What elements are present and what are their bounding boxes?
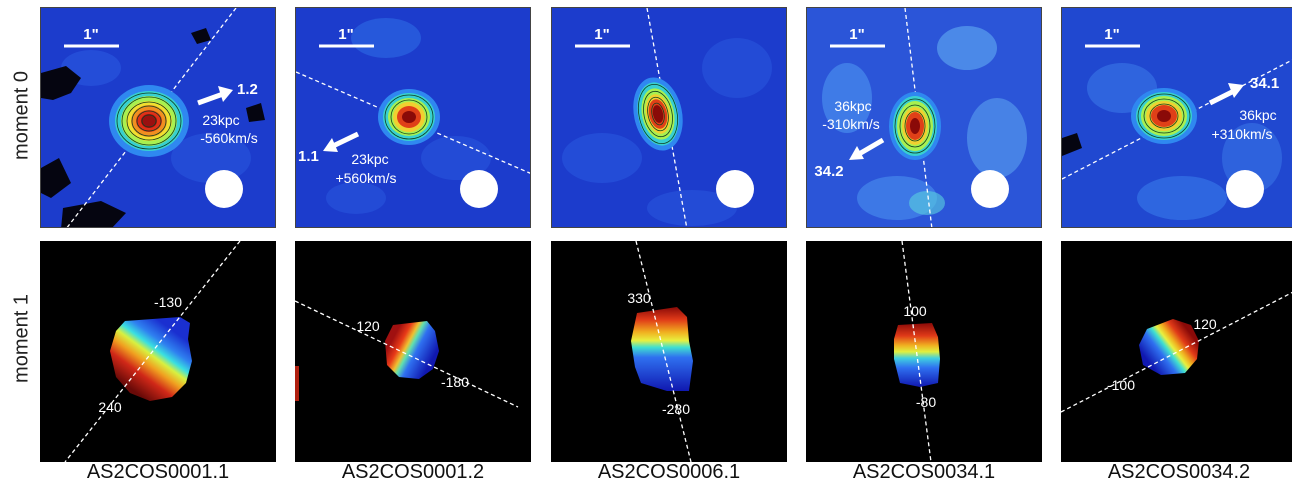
beam-ellipse: [716, 170, 754, 208]
source-emission: [1131, 88, 1197, 144]
velocity-label-min: -280: [662, 401, 690, 417]
source-emission: [109, 85, 189, 157]
moment0-map: 1" 1.2 23kpc -560km/s: [41, 8, 275, 227]
separation-label: 23kpc: [351, 151, 388, 167]
beam-ellipse: [205, 170, 243, 208]
beam-ellipse: [460, 170, 498, 208]
galaxy-name-label: AS2COS0001.2: [341, 461, 485, 483]
separation-label: 23kpc: [202, 112, 239, 128]
moment1-panel-g4: 120 -100: [1061, 241, 1292, 462]
moment0-panel-g0: 1" 1.2 23kpc -560km/s: [40, 7, 276, 228]
direction-arrow: [1208, 83, 1244, 106]
moment0-panel-g2: 1": [551, 7, 787, 228]
scale-bar: 1": [64, 26, 119, 48]
scale-bar: 1": [1085, 26, 1140, 48]
companion-id: 34.1: [1250, 75, 1279, 92]
velocity-label-max: 120: [1193, 316, 1217, 332]
moment0-map: 1" 36kpc -310km/s 34.2: [807, 8, 1041, 227]
beam-ellipse: [1226, 170, 1264, 208]
velocity-offset-label: +560km/s: [335, 170, 396, 186]
separation-label: 36kpc: [834, 98, 871, 114]
scale-bar: 1": [830, 26, 885, 48]
moment0-panel-g1: 1" 1.1 23kpc +560km/s: [295, 7, 531, 228]
moment1-panel-g1: 120 -180: [295, 241, 531, 462]
moment1-panel-g2: 330 -280: [551, 241, 787, 462]
moment1-map: 100 -80: [894, 241, 940, 462]
moment0-map: 1" 1.1 23kpc +560km/s: [296, 8, 530, 227]
companion-id: 1.2: [237, 81, 258, 98]
direction-arrow: [849, 137, 885, 160]
scale-bar-label: 1": [594, 26, 609, 43]
scale-bar: 1": [575, 26, 630, 48]
moment1-map: 330 -280: [627, 241, 693, 462]
row-label-moment1: moment 1: [10, 294, 33, 383]
scale-bar-label: 1": [83, 26, 98, 43]
velocity-label-max: 120: [356, 318, 380, 334]
velocity-offset-label: -310km/s: [822, 116, 880, 132]
beam-ellipse: [971, 170, 1009, 208]
galaxy-name-label: AS2COS0034.1: [852, 461, 996, 483]
source-emission: [889, 92, 941, 160]
moment1-map: -130 240: [64, 241, 241, 462]
row-label-moment0: moment 0: [10, 71, 33, 160]
moment1-map: 120 -100: [1061, 291, 1292, 413]
velocity-offset-label: +310km/s: [1211, 126, 1272, 142]
direction-arrow: [197, 86, 233, 106]
velocity-label-max: -130: [154, 294, 182, 310]
scale-bar-label: 1": [1104, 26, 1119, 43]
separation-label: 36kpc: [1239, 107, 1276, 123]
scale-bar-label: 1": [849, 26, 864, 43]
moment0-map: 1": [552, 8, 786, 227]
moment0-panel-g4: 1" 34.1 36kpc +310km/s: [1061, 7, 1292, 228]
velocity-label-min: -180: [441, 374, 469, 390]
source-emission: [633, 77, 683, 151]
scale-bar-label: 1": [338, 26, 353, 43]
moment1-map: 120 -180: [295, 300, 519, 408]
velocity-label-min: -100: [1107, 377, 1135, 393]
velocity-offset-label: -560km/s: [200, 130, 258, 146]
velocity-label-max: 100: [903, 303, 927, 319]
velocity-label-min: -80: [916, 394, 936, 410]
companion-id: 34.2: [814, 163, 843, 180]
direction-arrow: [323, 131, 360, 152]
source-emission: [378, 89, 440, 145]
companion-id: 1.1: [298, 148, 319, 165]
velocity-label-max: 330: [627, 290, 651, 306]
galaxy-name-label: AS2COS0001.1: [86, 461, 230, 483]
galaxy-name-label: AS2COS0034.2: [1107, 461, 1251, 483]
galaxy-name-label: AS2COS0006.1: [597, 461, 741, 483]
velocity-label-min: 240: [98, 399, 122, 415]
moment1-panel-g0: -130 240: [40, 241, 276, 462]
moment1-panel-g3: 100 -80: [806, 241, 1042, 462]
moment0-panel-g3: 1" 36kpc -310km/s 34.2: [806, 7, 1042, 228]
scale-bar: 1": [319, 26, 374, 48]
moment0-map: 1" 34.1 36kpc +310km/s: [1062, 8, 1292, 227]
